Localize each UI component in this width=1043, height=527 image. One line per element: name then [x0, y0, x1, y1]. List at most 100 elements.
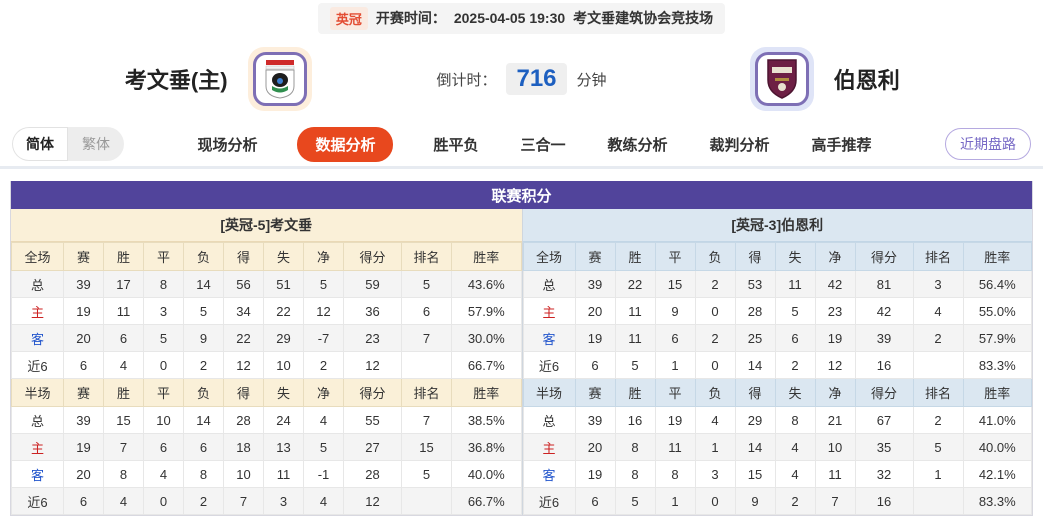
column-header: 半场	[11, 378, 64, 407]
stat-cell: 22	[223, 324, 264, 352]
row-label: 近6	[522, 351, 576, 379]
stat-cell: 83.3%	[962, 487, 1032, 515]
language-toggle[interactable]: 简体 繁体	[12, 127, 124, 161]
tab-live-analysis[interactable]: 现场分析	[197, 136, 258, 154]
stat-cell: 16	[854, 487, 914, 515]
column-header: 净	[303, 242, 344, 271]
home-half-row-away: 客 20 8 4 8 10 11 -1 28 5 40.0%	[11, 460, 522, 488]
stat-cell: 34	[223, 297, 264, 325]
stat-cell: 6	[143, 433, 184, 461]
column-header: 排名	[401, 242, 452, 271]
stat-cell: 16	[854, 351, 914, 379]
home-crest-icon	[252, 52, 307, 106]
stat-cell: 1	[654, 351, 696, 379]
stat-cell: 5	[614, 351, 656, 379]
home-full-row-home: 主 19 11 3 5 34 22 12 36 6 57.9%	[11, 297, 522, 325]
away-standings-table: 全场赛胜平负得失净得分 排名 胜率总 39 22 15 2 53 11 42 81 3 56.4% 主 20…	[522, 242, 1033, 515]
stat-cell	[912, 351, 964, 379]
tab-win-draw-loss[interactable]: 胜平负	[433, 136, 479, 154]
stat-cell: 12	[814, 351, 856, 379]
countdown-label: 倒计时：	[436, 71, 497, 89]
stat-cell: 32	[854, 460, 914, 488]
stat-cell: 0	[694, 297, 736, 325]
stat-cell: 42	[814, 270, 856, 298]
stat-cell: 0	[143, 487, 184, 515]
stat-cell: 2	[912, 406, 964, 434]
column-header: 平	[143, 242, 184, 271]
row-label: 总	[11, 406, 64, 434]
stat-cell: 2	[183, 351, 224, 379]
away-half-row-away: 客 19 8 8 3 15 4 11 32 1 42.1%	[522, 460, 1032, 488]
stat-cell: 57.9%	[451, 297, 522, 325]
column-header: 胜	[614, 378, 656, 407]
away-standings-header: [英冠-3]伯恩利	[522, 209, 1032, 242]
stat-cell: 5	[912, 433, 964, 461]
lang-simplified[interactable]: 简体	[12, 127, 68, 161]
stat-cell: 39	[63, 270, 104, 298]
stat-cell: 66.7%	[451, 487, 522, 515]
row-label: 主	[522, 433, 576, 461]
away-half-header-row: 半场赛胜平负得失净得分 排名 胜率	[522, 378, 1032, 407]
tab-coach-analysis[interactable]: 教练分析	[607, 136, 668, 154]
column-header: 胜	[614, 242, 656, 271]
stat-cell: 5	[143, 324, 184, 352]
stat-cell: 20	[63, 324, 104, 352]
tab-data-analysis[interactable]: 数据分析	[297, 126, 394, 162]
stat-cell: 15	[401, 433, 452, 461]
away-half-row-total: 总 39 16 19 4 29 8 21 67 2 41.0%	[522, 406, 1032, 434]
stat-cell: 3	[694, 460, 736, 488]
tab-expert-picks[interactable]: 高手推荐	[811, 136, 872, 154]
home-half-row-total: 总 39 15 10 14 28 24 4 55 7 38.5%	[11, 406, 522, 434]
league-standings-section: 联赛积分 [英冠-5]考文垂 全场赛胜平负得失净得分 排名 胜率总 39 17 8 14 56…	[10, 181, 1033, 516]
countdown: 倒计时： 716 分钟	[436, 63, 607, 95]
recent-odds-button[interactable]: 近期盘路	[945, 128, 1031, 160]
lang-traditional[interactable]: 繁体	[82, 136, 110, 152]
stat-cell: 7	[814, 487, 856, 515]
column-header: 失	[263, 242, 304, 271]
stat-cell: 19	[63, 297, 104, 325]
home-standings-header: [英冠-5]考文垂	[11, 209, 522, 242]
venue: 考文垂建筑协会竞技场	[573, 10, 714, 26]
away-full-row-home: 主 20 11 9 0 28 5 23 42 4 55.0%	[522, 297, 1032, 325]
stat-cell: 13	[263, 433, 304, 461]
stat-cell: 12	[343, 487, 402, 515]
stat-cell: 40.0%	[962, 433, 1032, 461]
column-header: 胜	[103, 378, 144, 407]
away-full-row-recent: 近6 6 5 1 0 14 2 12 16 83.3%	[522, 351, 1032, 379]
stat-cell: 2	[694, 270, 736, 298]
stat-cell: 14	[183, 406, 224, 434]
tab-three-in-one[interactable]: 三合一	[520, 136, 566, 154]
stat-cell: 35	[854, 433, 914, 461]
away-half-row-home: 主 20 8 11 1 14 4 10 35 5 40.0%	[522, 433, 1032, 461]
stat-cell: 56.4%	[962, 270, 1032, 298]
stat-cell: 42	[854, 297, 914, 325]
stat-cell: 22	[263, 297, 304, 325]
stat-cell: 29	[734, 406, 776, 434]
stat-cell: 11	[614, 324, 656, 352]
stat-cell: 6	[774, 324, 816, 352]
stat-cell: 4	[774, 433, 816, 461]
stat-cell: 55.0%	[962, 297, 1032, 325]
column-header: 赛	[63, 242, 104, 271]
row-label: 主	[11, 297, 64, 325]
kickoff-time: 2025-04-05 19:30	[453, 10, 566, 26]
stat-cell: 39	[574, 406, 616, 434]
stat-cell: 8	[143, 270, 184, 298]
stat-cell: 20	[574, 297, 616, 325]
home-half-header-row: 半场赛胜平负得失净得分 排名 胜率	[11, 378, 522, 407]
away-half-row-recent: 近6 6 5 1 0 9 2 7 16 83.3%	[522, 487, 1032, 515]
away-crest-icon	[754, 52, 809, 106]
stat-cell: 6	[63, 487, 104, 515]
tab-referee-analysis[interactable]: 裁判分析	[709, 136, 770, 154]
stat-cell: 5	[303, 270, 344, 298]
stat-cell: 51	[263, 270, 304, 298]
analysis-nav: 简体 繁体 现场分析 数据分析 胜平负 三合一 教练分析 裁判分析 高手推荐 近…	[0, 122, 1043, 166]
column-header: 排名	[401, 378, 452, 407]
stat-cell	[401, 351, 452, 379]
row-label: 总	[522, 406, 576, 434]
countdown-unit: 分钟	[576, 71, 607, 89]
stat-cell: 2	[303, 351, 344, 379]
stat-cell: 6	[103, 324, 144, 352]
column-header: 得分	[854, 378, 914, 407]
stat-cell: 19	[574, 324, 616, 352]
